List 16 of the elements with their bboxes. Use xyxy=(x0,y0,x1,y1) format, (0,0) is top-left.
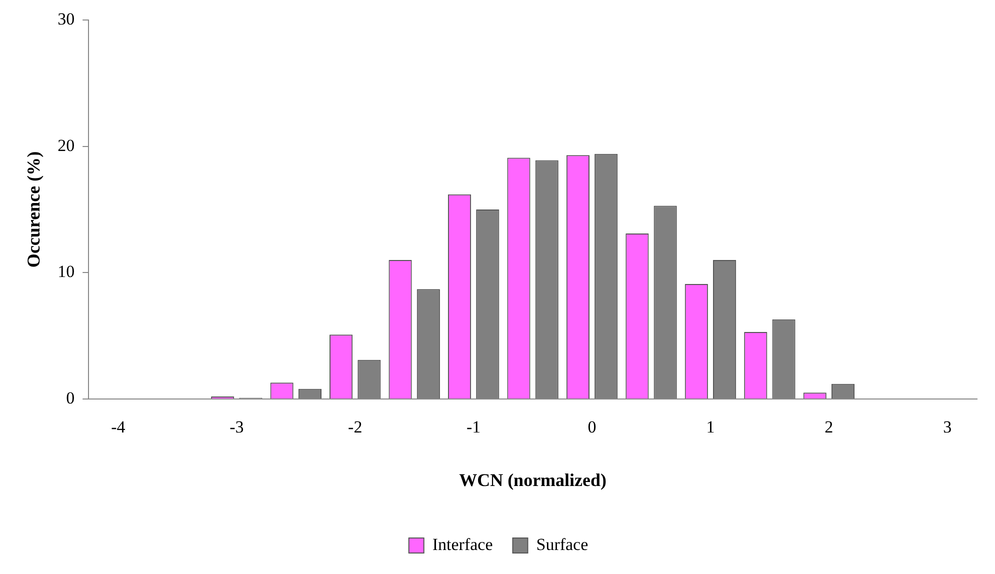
y-axis-title: Occurence (%) xyxy=(23,151,44,268)
y-tick-label: 20 xyxy=(58,136,75,155)
legend-label: Interface xyxy=(432,534,493,554)
x-tick-label: 1 xyxy=(706,418,715,437)
y-tick-label: 0 xyxy=(66,388,75,408)
x-axis-title: WCN (normalized) xyxy=(459,470,607,490)
x-tick-label: 2 xyxy=(824,418,834,437)
y-tick-label: 30 xyxy=(58,9,75,28)
x-tick-label: -3 xyxy=(230,418,244,437)
y-tick-label: 10 xyxy=(58,262,75,282)
legend-label: Surface xyxy=(536,534,588,554)
x-tick-label: -4 xyxy=(111,418,126,437)
x-tick-label: -1 xyxy=(466,418,481,437)
x-tick-label: -2 xyxy=(348,418,362,437)
x-tick-label: 0 xyxy=(588,418,596,437)
x-tick-label: 3 xyxy=(943,418,952,437)
